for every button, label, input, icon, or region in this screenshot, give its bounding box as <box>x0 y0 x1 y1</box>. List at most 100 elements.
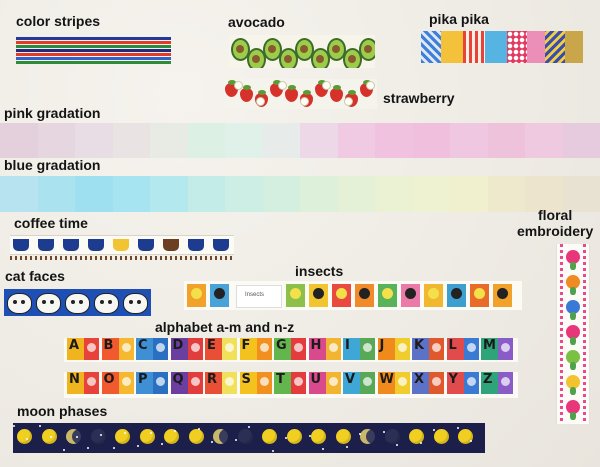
alphabet-letter-card: Z <box>481 372 499 394</box>
alphabet-picture-card <box>394 338 410 360</box>
alphabet-picture <box>156 377 165 386</box>
alphabet-picture <box>397 343 407 352</box>
gradation-cell <box>150 123 188 158</box>
floral-leaf <box>570 337 576 345</box>
alphabet-picture-card <box>118 372 134 394</box>
alphabet-letter: D <box>172 338 184 353</box>
moon-star <box>161 443 163 445</box>
label-embroidery: embroidery <box>517 223 594 239</box>
alphabet-letter: T <box>276 372 285 387</box>
label-blue-gradation: blue gradation <box>4 157 101 173</box>
strawberry-leaf <box>273 80 281 85</box>
floral-border-right <box>583 244 586 424</box>
stripe-line <box>16 57 171 60</box>
stripe-line <box>16 53 171 56</box>
alphabet-picture-card <box>256 338 272 360</box>
moon-star <box>211 441 213 443</box>
coffee-item <box>13 239 29 251</box>
strawberry-blossom <box>234 81 243 90</box>
moon-star <box>470 440 472 442</box>
moon-phase <box>335 429 351 444</box>
alphabet-picture <box>121 377 131 386</box>
gradation-cell <box>262 123 300 158</box>
avocado-seed <box>300 45 308 53</box>
moon-star <box>272 450 274 452</box>
alphabet-letter: W <box>379 372 394 387</box>
cat-eye <box>79 300 83 304</box>
avocado-half <box>263 38 282 61</box>
gradation-cell <box>112 176 150 212</box>
alphabet-letter: K <box>414 338 425 353</box>
cat-face <box>65 293 90 314</box>
alphabet-letter-card: C <box>136 338 154 360</box>
avocado-seed <box>284 55 292 63</box>
alphabet-letter: R <box>207 372 218 387</box>
moon-star <box>150 432 152 434</box>
insect-bug <box>405 288 416 299</box>
alphabet-picture-card <box>394 372 410 394</box>
alphabet-letter: P <box>138 372 148 387</box>
cat-face <box>123 293 148 314</box>
alphabet-n-z-tape: N O P Q R S T U V W X Y Z <box>64 372 518 398</box>
coffee-item <box>113 239 129 251</box>
insect-bug <box>497 288 508 299</box>
alphabet-picture <box>121 343 131 352</box>
cat-face <box>36 293 61 314</box>
alphabet-picture-card <box>498 338 513 360</box>
strawberry-tape <box>224 79 377 109</box>
gradation-cell <box>412 123 450 158</box>
avocado-half <box>295 38 314 61</box>
label-moon-phases: moon phases <box>17 403 108 419</box>
moon-phase <box>360 429 375 444</box>
alphabet-letter: L <box>448 338 457 353</box>
insect-square <box>332 284 351 307</box>
alphabet-picture <box>397 377 407 386</box>
cat-eye <box>13 300 17 304</box>
gradation-cell <box>300 176 338 212</box>
insects-title-text: Insects <box>245 292 265 298</box>
moon-phase <box>66 429 81 444</box>
coffee-item <box>138 239 154 251</box>
alphabet-letter: O <box>103 372 115 387</box>
alphabet-letter-card: F <box>239 338 258 360</box>
avocado-seed <box>364 45 372 53</box>
alphabet-letter-card: V <box>343 372 361 394</box>
avocado-seed <box>348 55 356 63</box>
strawberry-fruit <box>240 88 253 102</box>
coffee-item <box>88 239 104 251</box>
alphabet-picture <box>87 343 96 352</box>
label-pika-pika: pika pika <box>429 11 489 27</box>
alphabet-picture <box>328 343 338 352</box>
insect-square <box>470 284 489 307</box>
moon-star <box>383 431 385 433</box>
alphabet-picture <box>328 377 338 386</box>
stripe-line <box>16 49 171 52</box>
insect-square <box>286 284 305 307</box>
alphabet-picture <box>363 377 372 386</box>
coffee-item <box>63 239 79 251</box>
insect-bug <box>336 288 347 299</box>
strawberry-blossom <box>366 81 375 90</box>
alphabet-picture <box>501 343 510 352</box>
moon-star <box>285 437 287 439</box>
alphabet-picture-card <box>222 372 237 394</box>
alphabet-letter: A <box>69 338 80 353</box>
insects-tape: Insects <box>184 281 522 310</box>
alphabet-letter-card: P <box>136 372 154 394</box>
gradation-cell <box>75 123 113 158</box>
strawberry-blossom <box>278 81 287 90</box>
insect-bug <box>214 288 225 299</box>
moon-phase <box>213 429 228 444</box>
moon-phase <box>409 429 424 444</box>
floral-embroidery-tape <box>556 244 590 424</box>
moon-phases-tape <box>13 423 485 453</box>
strawberry-leaf <box>333 85 341 90</box>
color-stripes-tape <box>16 37 171 64</box>
alphabet-picture-card <box>256 372 272 394</box>
alphabet-letter-card: A <box>67 338 85 360</box>
alphabet-picture <box>294 377 303 386</box>
alphabet-letter: I <box>345 338 350 353</box>
moon-phase <box>384 429 400 444</box>
alphabet-letter-card: T <box>274 372 292 394</box>
